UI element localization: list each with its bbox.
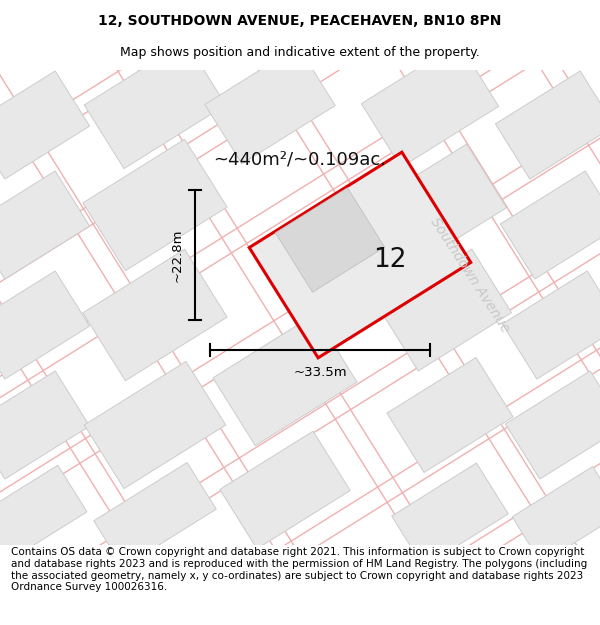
Polygon shape [84, 361, 226, 489]
Polygon shape [0, 171, 89, 279]
Polygon shape [500, 171, 600, 279]
Polygon shape [94, 462, 216, 568]
Text: Map shows position and indicative extent of the property.: Map shows position and indicative extent… [120, 46, 480, 59]
Text: ~33.5m: ~33.5m [293, 366, 347, 379]
Text: 12, SOUTHDOWN AVENUE, PEACEHAVEN, BN10 8PN: 12, SOUTHDOWN AVENUE, PEACEHAVEN, BN10 8… [98, 14, 502, 28]
Polygon shape [379, 249, 512, 371]
Polygon shape [0, 371, 89, 479]
Polygon shape [205, 46, 335, 164]
Polygon shape [0, 71, 89, 179]
Polygon shape [84, 41, 226, 169]
Polygon shape [213, 314, 357, 446]
Polygon shape [249, 152, 471, 358]
Polygon shape [220, 431, 350, 549]
Text: 12: 12 [373, 247, 407, 273]
Polygon shape [505, 371, 600, 479]
Polygon shape [83, 249, 227, 381]
Polygon shape [502, 271, 600, 379]
Polygon shape [0, 465, 87, 565]
Text: Contains OS data © Crown copyright and database right 2021. This information is : Contains OS data © Crown copyright and d… [11, 548, 587, 592]
Polygon shape [0, 271, 89, 379]
Polygon shape [361, 42, 499, 168]
Text: ~440m²/~0.109ac.: ~440m²/~0.109ac. [214, 151, 386, 169]
Text: Southdown Avenue: Southdown Avenue [428, 215, 512, 335]
Polygon shape [83, 139, 227, 271]
Polygon shape [392, 463, 508, 567]
Polygon shape [496, 71, 600, 179]
Polygon shape [275, 188, 385, 292]
Polygon shape [373, 144, 506, 266]
Text: ~22.8m: ~22.8m [170, 228, 184, 282]
Polygon shape [512, 466, 600, 564]
Polygon shape [387, 357, 513, 472]
